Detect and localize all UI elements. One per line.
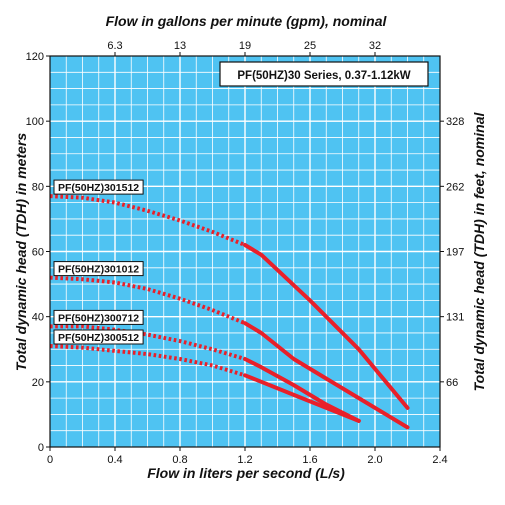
series-label-text: PF(50HZ)301012: [58, 264, 139, 276]
top-tick-label: 25: [304, 40, 316, 52]
series-title-box: PF(50HZ)30 Series, 0.37-1.12kW: [219, 61, 429, 87]
right-axis-title: Total dynamic head (TDH) in feet, nomina…: [471, 112, 487, 392]
x-tick-label: 0.8: [172, 454, 187, 466]
right-tick-label: 328: [446, 116, 464, 128]
y-tick-label: 120: [26, 51, 44, 63]
x-tick-label: 0.4: [107, 454, 122, 466]
series-label: PF(50HZ)300512: [53, 329, 144, 345]
series-label-box: [53, 309, 144, 325]
right-tick-label: 131: [446, 312, 464, 324]
y-tick-label: 100: [26, 116, 44, 128]
series-label-box: [53, 329, 144, 345]
y-tick-label: 40: [32, 312, 44, 324]
series-label-text: PF(50HZ)301512: [58, 182, 139, 194]
top-tick-label: 13: [174, 40, 186, 52]
series-solid-line: [243, 357, 361, 423]
y-tick-label: 60: [32, 247, 44, 259]
top-tick-label: 19: [239, 40, 251, 52]
series-labels: PF(50HZ)301512 PF(50HZ)301012 PF(50HZ)3007…: [53, 179, 144, 345]
grid: [50, 56, 440, 447]
series-label: PF(50HZ)301012: [53, 261, 144, 277]
right-tick-label: 66: [446, 377, 458, 389]
y-tick-label: 80: [32, 181, 44, 193]
series-dotted-line: [49, 275, 246, 326]
top-tick-label: 32: [369, 40, 381, 52]
series-layer: [49, 194, 410, 430]
chart-title: PF(50HZ)30 Series, 0.37-1.12kW: [237, 70, 410, 82]
x-tick-label: 2.4: [432, 454, 447, 466]
x-axis-title: Flow in liters per second (L/s): [147, 465, 345, 481]
series-dotted-line: [49, 344, 246, 378]
x-tick-label: 0: [47, 454, 53, 466]
right-tick-label: 262: [446, 181, 464, 193]
top-axis-title: Flow in gallons per minute (gpm), nomina…: [106, 13, 388, 29]
series-label-text: PF(50HZ)300712: [58, 312, 139, 324]
x-tick-label: 1.6: [302, 454, 317, 466]
y-tick-label: 20: [32, 377, 44, 389]
series-solid-line: [243, 243, 410, 410]
series-solid-line: [243, 373, 361, 423]
right-tick-label: 197: [446, 247, 464, 259]
series-label-box: [53, 179, 144, 195]
series-dotted-line: [49, 194, 246, 247]
series-label: PF(50HZ)301512: [53, 179, 144, 195]
series-solid-line: [243, 321, 410, 430]
x-tick-label: 1.2: [237, 454, 252, 466]
series-label-box: [53, 261, 144, 277]
x-tick-label: 2.0: [367, 454, 382, 466]
series-label-text: PF(50HZ)300512: [58, 332, 139, 344]
series-dotted-line: [50, 324, 246, 361]
top-tick-label: 6.3: [107, 40, 122, 52]
series-label: PF(50HZ)300712: [53, 309, 144, 325]
y-tick-label: 0: [38, 442, 44, 454]
y-axis-title: Total dynamic head (TDH) in meters: [13, 133, 29, 372]
